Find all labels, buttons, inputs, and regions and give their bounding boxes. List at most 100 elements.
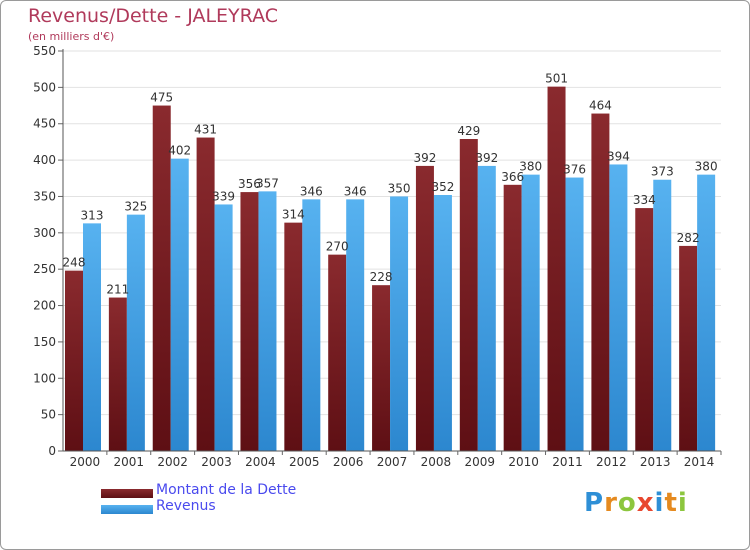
logo-letter: t	[664, 488, 678, 518]
logo-letter: P	[584, 488, 605, 518]
bar-revenus	[477, 165, 496, 451]
y-tick-label: 300	[33, 226, 56, 240]
data-label-debt: 282	[677, 231, 700, 245]
x-tick-label: 2010	[508, 455, 539, 469]
bar-revenus	[609, 164, 628, 452]
bar-debt	[635, 208, 654, 451]
y-tick-label: 500	[33, 80, 56, 94]
bar-debt	[152, 105, 171, 451]
data-label-debt: 356	[238, 177, 261, 191]
bar-revenus	[390, 196, 409, 451]
data-label-revenus: 394	[607, 149, 630, 163]
bar-debt	[459, 139, 478, 451]
chart-title: Revenus/Dette - JALEYRAC	[28, 5, 279, 27]
x-tick-label: 2000	[70, 455, 101, 469]
data-label-revenus: 313	[81, 208, 104, 222]
data-label-revenus: 325	[124, 200, 147, 214]
data-label-revenus: 350	[388, 181, 411, 195]
bar-debt	[65, 270, 83, 451]
bar-revenus	[258, 191, 277, 451]
x-tick-label: 2009	[464, 455, 495, 469]
data-label-debt: 431	[194, 123, 217, 137]
bar-debt	[108, 297, 127, 451]
bar-revenus	[126, 214, 145, 451]
data-label-revenus: 346	[344, 184, 367, 198]
bar-debt	[372, 285, 391, 451]
logo-letter: i	[654, 488, 665, 518]
data-label-revenus: 380	[695, 160, 718, 174]
bar-debt	[196, 137, 215, 451]
x-tick-label: 2002	[157, 455, 188, 469]
bar-revenus	[83, 223, 101, 451]
bar-revenus	[697, 174, 716, 452]
data-label-revenus: 376	[563, 163, 586, 177]
chart-subtitle: (en milliers d'€)	[28, 30, 115, 43]
bar-revenus	[433, 195, 452, 451]
y-tick-label: 400	[33, 153, 56, 167]
x-tick-label: 2003	[201, 455, 232, 469]
data-label-debt: 248	[63, 256, 86, 270]
data-label-debt: 211	[106, 283, 129, 297]
bar-revenus	[214, 204, 233, 451]
x-tick-label: 2013	[640, 455, 671, 469]
x-tick-label: 2005	[289, 455, 320, 469]
x-tick-label: 2001	[114, 455, 145, 469]
data-label-debt: 314	[282, 208, 305, 222]
data-label-revenus: 373	[651, 165, 674, 179]
data-label-debt: 392	[413, 151, 436, 165]
data-label-debt: 475	[150, 91, 173, 105]
y-tick-label: 350	[33, 189, 56, 203]
x-tick-label: 2012	[596, 455, 627, 469]
data-label-debt: 270	[326, 240, 349, 254]
x-tick-label: 2008	[421, 455, 452, 469]
bar-debt	[591, 113, 610, 451]
legend-swatch-debt	[101, 489, 153, 498]
x-tick-label: 2006	[333, 455, 364, 469]
logo-letter: x	[636, 488, 655, 518]
data-label-revenus: 357	[256, 176, 279, 190]
y-tick-label: 50	[41, 408, 56, 422]
x-tick-label: 2004	[245, 455, 276, 469]
bar-debt	[328, 254, 347, 451]
data-label-debt: 334	[633, 193, 656, 207]
bar-debt	[547, 86, 566, 452]
data-label-revenus: 339	[212, 189, 235, 203]
bar-debt	[415, 165, 434, 451]
y-tick-label: 550	[33, 44, 56, 58]
x-tick-label: 2014	[684, 455, 715, 469]
legend-swatch-revenus	[101, 505, 153, 514]
x-tick-label: 2011	[552, 455, 583, 469]
bar-revenus	[521, 174, 540, 452]
y-tick-label: 0	[48, 444, 56, 458]
bar-debt	[679, 245, 698, 451]
legend-label-revenus: Revenus	[156, 498, 216, 514]
bar-revenus	[565, 177, 584, 451]
y-tick-label: 250	[33, 262, 56, 276]
bar-revenus	[302, 199, 321, 451]
data-label-debt: 429	[457, 124, 480, 138]
bar-debt	[240, 192, 259, 451]
data-label-revenus: 402	[168, 144, 191, 158]
data-label-debt: 464	[589, 99, 612, 113]
y-tick-label: 150	[33, 335, 56, 349]
data-label-revenus: 346	[300, 184, 323, 198]
y-tick-label: 200	[33, 299, 56, 313]
legend-label-debt: Montant de la Dette	[156, 482, 297, 498]
bar-debt	[284, 222, 303, 451]
bar-revenus	[170, 158, 189, 452]
logo-letter: i	[677, 488, 688, 518]
data-label-revenus: 392	[475, 151, 498, 165]
data-label-debt: 228	[370, 270, 393, 284]
proxiti-logo: Proxiti	[584, 488, 688, 518]
data-label-debt: 501	[545, 72, 568, 86]
logo-letter: r	[604, 488, 618, 518]
y-tick-label: 100	[33, 371, 56, 385]
x-tick-label: 2007	[377, 455, 408, 469]
bar-debt	[503, 184, 522, 451]
data-label-debt: 366	[501, 170, 524, 184]
bar-revenus	[653, 179, 672, 451]
logo-letter: o	[617, 488, 637, 518]
data-label-revenus: 380	[519, 160, 542, 174]
data-label-revenus: 352	[431, 180, 454, 194]
